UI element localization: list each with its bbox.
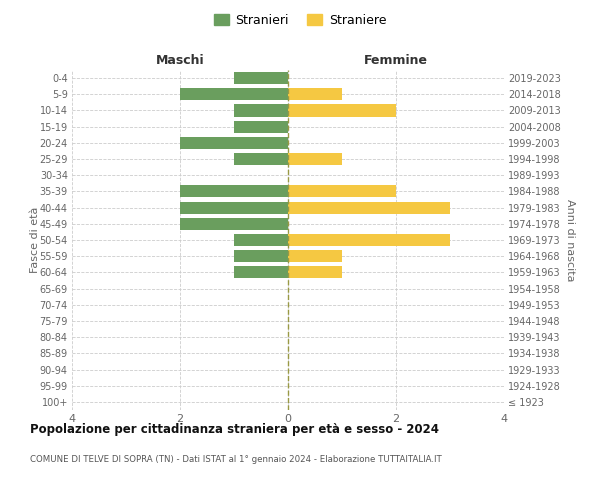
- Text: Maschi: Maschi: [155, 54, 205, 67]
- Bar: [180, 137, 288, 149]
- Bar: [234, 72, 288, 84]
- Text: COMUNE DI TELVE DI SOPRA (TN) - Dati ISTAT al 1° gennaio 2024 - Elaborazione TUT: COMUNE DI TELVE DI SOPRA (TN) - Dati IST…: [30, 455, 442, 464]
- Bar: [180, 202, 288, 213]
- Bar: [234, 104, 288, 117]
- Bar: [288, 186, 396, 198]
- Legend: Stranieri, Straniere: Stranieri, Straniere: [209, 8, 391, 32]
- Y-axis label: Fasce di età: Fasce di età: [30, 207, 40, 273]
- Bar: [180, 186, 288, 198]
- Bar: [288, 88, 342, 101]
- Bar: [288, 250, 342, 262]
- Text: Femmine: Femmine: [364, 54, 428, 67]
- Y-axis label: Anni di nascita: Anni di nascita: [565, 198, 575, 281]
- Bar: [288, 266, 342, 278]
- Bar: [288, 202, 450, 213]
- Text: Popolazione per cittadinanza straniera per età e sesso - 2024: Popolazione per cittadinanza straniera p…: [30, 422, 439, 436]
- Bar: [234, 250, 288, 262]
- Bar: [180, 88, 288, 101]
- Bar: [234, 234, 288, 246]
- Bar: [234, 120, 288, 132]
- Bar: [288, 234, 450, 246]
- Bar: [180, 218, 288, 230]
- Bar: [288, 104, 396, 117]
- Bar: [288, 153, 342, 165]
- Bar: [234, 153, 288, 165]
- Bar: [234, 266, 288, 278]
